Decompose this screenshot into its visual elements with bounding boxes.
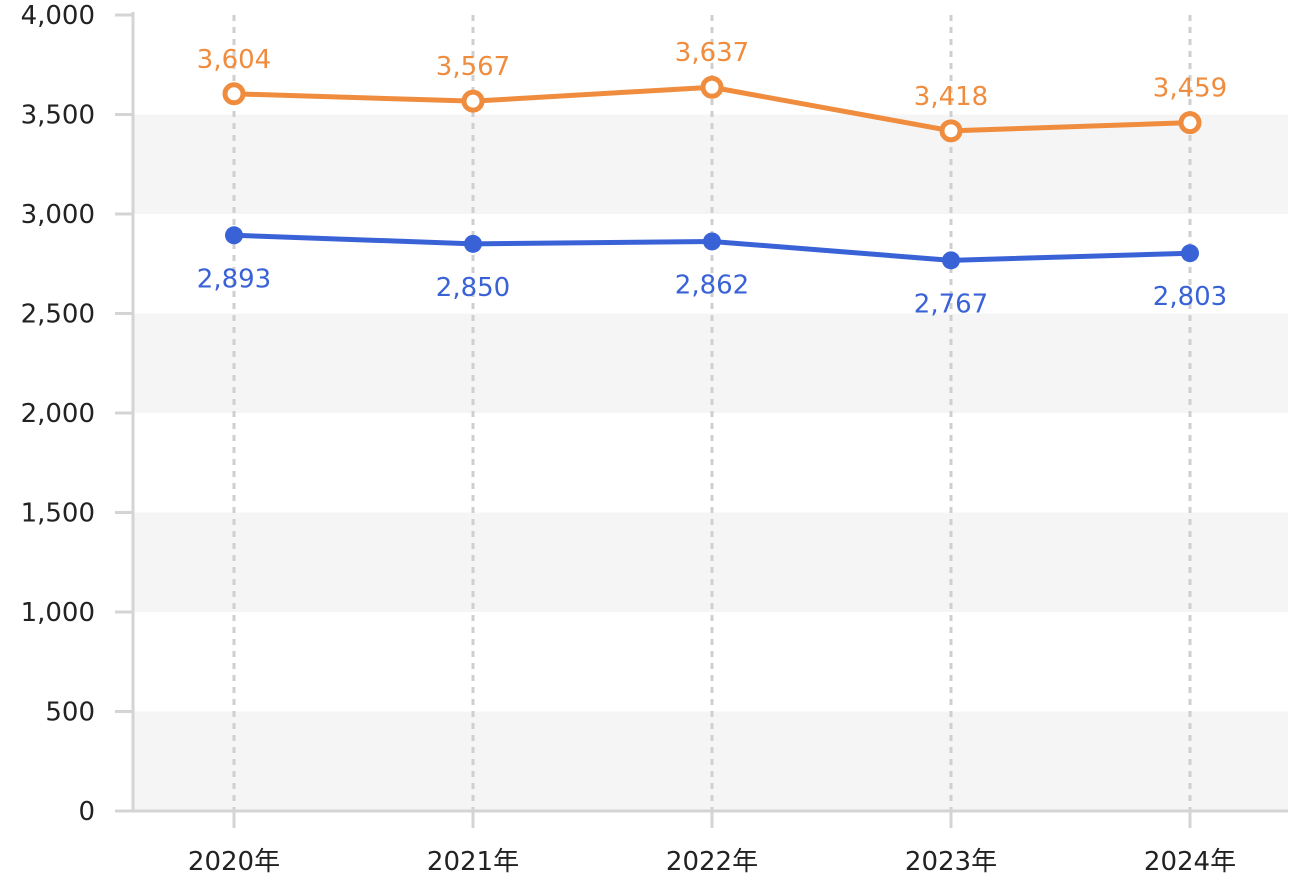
y-tick-label: 0 [78, 797, 95, 827]
data-point [942, 251, 960, 270]
data-point [1181, 244, 1199, 263]
data-label: 2,767 [914, 289, 988, 319]
x-tick-label: 2022年 [666, 847, 758, 876]
y-tick-label: 3,000 [21, 200, 95, 230]
x-tick-label: 2024年 [1144, 847, 1236, 876]
data-label: 2,862 [675, 270, 749, 300]
data-point [1178, 111, 1202, 135]
data-label: 3,637 [675, 38, 749, 68]
grid-band [133, 512, 1288, 612]
data-point [703, 232, 721, 251]
x-tick-label: 2020年 [188, 847, 280, 876]
series-1: 3,604 3,567 3,637 3,418 3,459 [197, 38, 1227, 143]
series-2: 2,893 2,850 2,862 2,767 2,803 [197, 226, 1227, 319]
data-point [461, 89, 485, 113]
y-tick-label: 4,000 [21, 1, 95, 31]
y-axis-ticks: 0 500 1,000 1,500 2,000 2,500 3,000 3,500 4,000 [21, 1, 133, 827]
data-point [464, 234, 482, 253]
data-label: 3,604 [197, 45, 271, 75]
data-label: 2,803 [1153, 282, 1227, 312]
data-label: 3,418 [914, 82, 988, 112]
y-tick-label: 1,500 [21, 499, 95, 529]
data-point [222, 82, 246, 106]
y-tick-label: 1,000 [21, 598, 95, 628]
data-label: 3,459 [1153, 74, 1227, 104]
data-label: 2,850 [436, 273, 510, 303]
y-tick-label: 2,500 [21, 300, 95, 330]
x-axis-ticks: 2020年 2021年 2022年 2023年 2024年 [188, 811, 1236, 876]
series-layer: 3,604 3,567 3,637 3,418 3,459 2,893 2,850 2,862… [197, 38, 1227, 319]
data-label: 2,893 [197, 264, 271, 294]
y-tick-label: 3,500 [21, 101, 95, 131]
data-label: 3,567 [436, 52, 510, 82]
x-tick-label: 2023年 [905, 847, 997, 876]
y-tick-label: 500 [45, 698, 95, 728]
data-point [700, 75, 724, 99]
vertical-gridlines [232, 15, 1192, 811]
data-point [225, 226, 243, 245]
data-point [939, 119, 963, 143]
x-tick-label: 2021年 [427, 847, 519, 876]
y-tick-label: 2,000 [21, 399, 95, 429]
